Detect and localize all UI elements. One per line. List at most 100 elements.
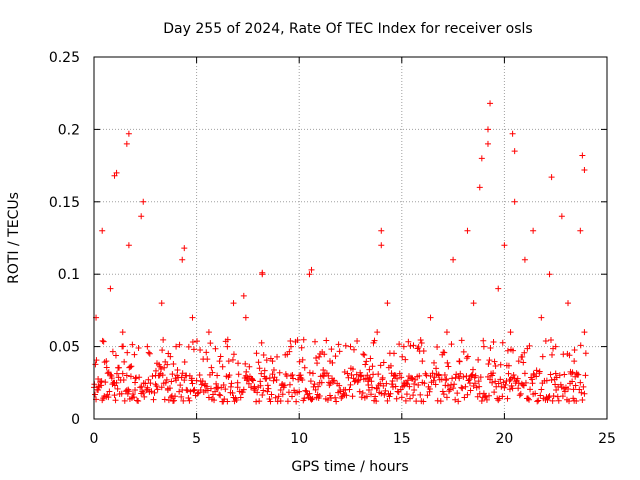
- roti-point-background: [235, 360, 242, 367]
- roti-point: [581, 329, 588, 336]
- roti-point-background: [332, 353, 339, 360]
- roti-point-background: [180, 397, 187, 404]
- roti-point-background: [121, 397, 128, 404]
- roti-point-background: [451, 381, 458, 388]
- roti-point-background: [375, 371, 382, 378]
- roti-point: [234, 379, 241, 386]
- roti-point-background: [458, 384, 465, 391]
- roti-point-background: [154, 386, 161, 393]
- roti-point-background: [111, 392, 118, 399]
- roti-point-background: [107, 371, 114, 378]
- roti-point-background: [260, 387, 267, 394]
- roti-point-background: [266, 396, 273, 403]
- roti-point-background: [466, 380, 473, 387]
- roti-point-background: [112, 397, 119, 404]
- roti-point-background: [380, 382, 387, 389]
- roti-point-background: [92, 361, 99, 368]
- roti-point-background: [460, 348, 467, 355]
- roti-point: [144, 343, 151, 350]
- roti-point-background: [302, 387, 309, 394]
- roti-point-background: [472, 372, 479, 379]
- roti-point-background: [354, 338, 361, 345]
- roti-point-background: [233, 396, 240, 403]
- roti-point-background: [393, 395, 400, 402]
- roti-point-background: [542, 337, 549, 344]
- roti-point-background: [455, 398, 462, 405]
- roti-point-background: [203, 383, 210, 390]
- roti-point-background: [492, 362, 499, 369]
- roti-point-background: [394, 375, 401, 382]
- roti-point-background: [519, 353, 526, 360]
- roti-point-background: [413, 398, 420, 405]
- roti-point: [487, 100, 494, 107]
- roti-point-background: [444, 382, 451, 389]
- roti-point-background: [113, 370, 120, 377]
- roti-point: [552, 343, 559, 350]
- roti-point-background: [363, 358, 370, 365]
- roti-point-background: [146, 350, 153, 357]
- roti-point-background: [249, 376, 256, 383]
- roti-point-background: [145, 349, 152, 356]
- roti-point: [565, 300, 572, 307]
- roti-point-background: [178, 374, 185, 381]
- roti-point: [511, 148, 518, 155]
- roti-point: [224, 343, 231, 350]
- roti-point-background: [412, 376, 419, 383]
- roti-point-background: [486, 392, 493, 399]
- roti-point-background: [505, 362, 512, 369]
- roti-point-background: [97, 379, 104, 386]
- roti-point-background: [504, 347, 511, 354]
- roti-point-background: [470, 366, 477, 373]
- roti-point-background: [95, 375, 102, 382]
- roti-point-background: [264, 382, 271, 389]
- roti-point-background: [174, 367, 181, 374]
- roti-point-background: [309, 395, 316, 402]
- roti-point: [107, 285, 114, 292]
- roti-point-background: [247, 384, 254, 391]
- roti-point-background: [445, 363, 452, 370]
- roti-point-background: [348, 371, 355, 378]
- roti-point-background: [207, 385, 214, 392]
- roti-point-background: [119, 370, 126, 377]
- roti-point-background: [576, 386, 583, 393]
- roti-point-background: [423, 372, 430, 379]
- roti-point-background: [439, 388, 446, 395]
- roti-point-background: [102, 379, 109, 386]
- roti-point-background: [264, 388, 271, 395]
- roti-point-background: [368, 391, 375, 398]
- x-tick-label: 0: [90, 431, 99, 447]
- roti-point-background: [404, 377, 411, 384]
- roti-point-background: [349, 393, 356, 400]
- roti-point-background: [515, 380, 522, 387]
- roti-point-background: [399, 383, 406, 390]
- roti-point: [501, 242, 508, 249]
- roti-point-background: [497, 361, 504, 368]
- roti-point-background: [257, 382, 264, 389]
- roti-point-background: [569, 378, 576, 385]
- roti-point-background: [367, 355, 374, 362]
- roti-point-background: [415, 382, 422, 389]
- roti-point: [240, 292, 247, 299]
- roti-point-background: [148, 388, 155, 395]
- roti-point-background: [416, 372, 423, 379]
- roti-point: [99, 227, 106, 234]
- roti-point-background: [465, 377, 472, 384]
- roti-point-background: [362, 361, 369, 368]
- roti-point-background: [380, 359, 387, 366]
- roti-point-background: [502, 381, 509, 388]
- roti-point-background: [355, 376, 362, 383]
- roti-point-background: [270, 366, 277, 373]
- roti-point-background: [522, 379, 529, 386]
- roti-point-background: [142, 380, 149, 387]
- roti-point-background: [353, 371, 360, 378]
- roti-point-background: [298, 344, 305, 351]
- roti-point-background: [545, 394, 552, 401]
- roti-point-background: [386, 393, 393, 400]
- roti-point: [521, 256, 528, 263]
- roti-point-background: [312, 386, 319, 393]
- roti-point-background: [207, 340, 214, 347]
- roti-point-background: [185, 394, 192, 401]
- roti-point-background: [341, 368, 348, 375]
- roti-point: [123, 140, 130, 147]
